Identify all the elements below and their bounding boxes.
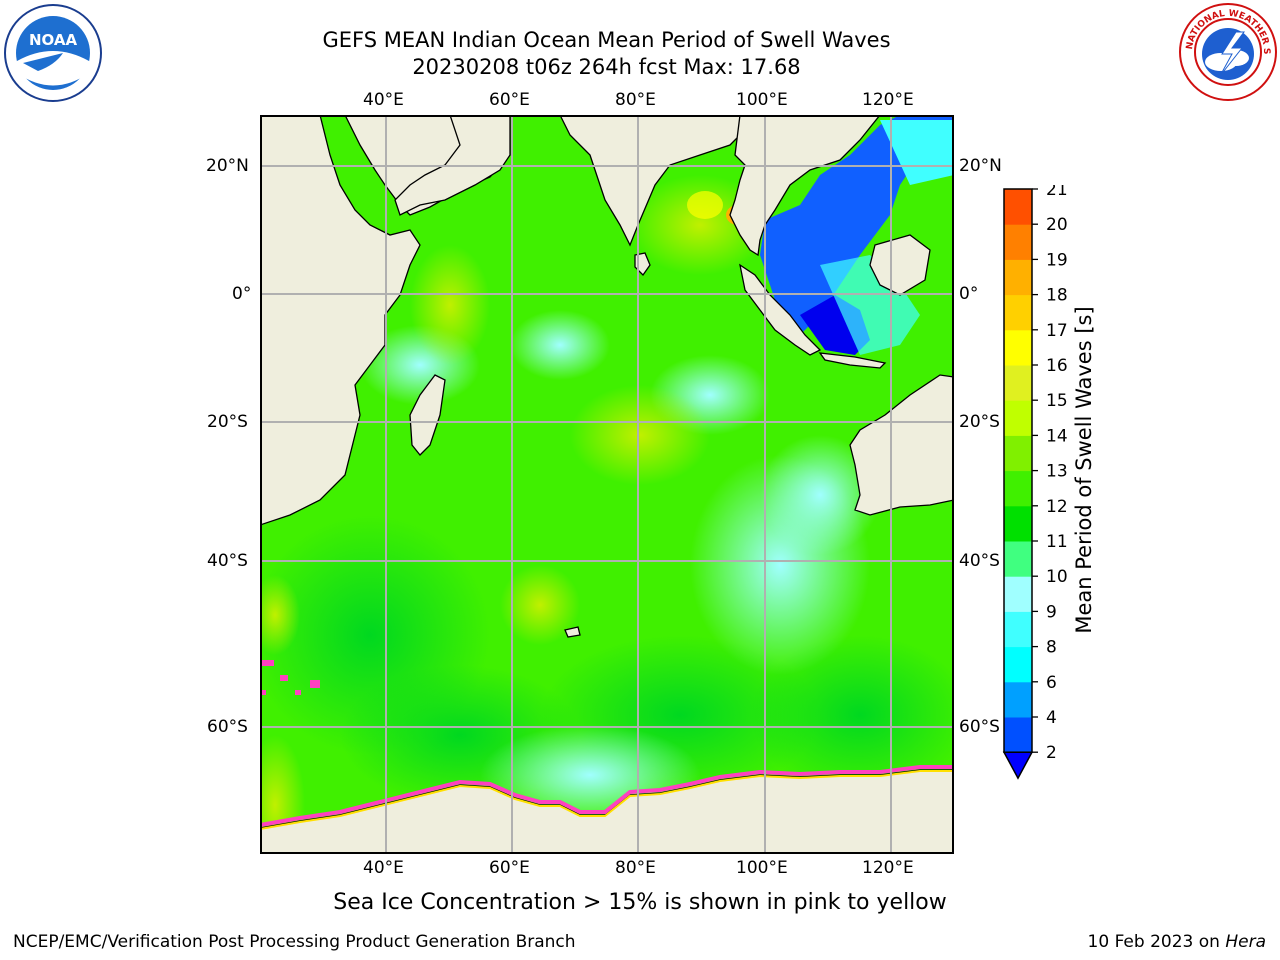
colorbar-segment — [1004, 541, 1032, 577]
lon-bottom-60e: 60°E — [489, 858, 530, 878]
map-subtitle: 20230208 t06z 264h fcst Max: 17.68 — [412, 55, 801, 79]
lon-bottom-80e: 80°E — [615, 858, 656, 878]
colorbar-label-text: Mean Period of Swell Waves [s] — [1072, 306, 1096, 634]
nws-logo: NATIONAL WEATHER SERVICE — [1175, 0, 1278, 102]
colorbar-segment — [1004, 646, 1032, 683]
colorbar-tick-label: 17 — [1046, 321, 1068, 341]
lat-left-40s: 40°S — [207, 551, 248, 571]
colorbar-segment — [1004, 681, 1032, 718]
colorbar-segment — [1004, 576, 1032, 612]
lon-top-120e: 120°E — [862, 90, 914, 110]
lat-left-20s: 20°S — [207, 412, 248, 432]
colorbar-segment — [1004, 611, 1032, 648]
lon-top-60e: 60°E — [489, 90, 530, 110]
map-panel — [245, 114, 970, 875]
lon-bottom-40e: 40°E — [363, 858, 404, 878]
colorbar-tick-label: 21 — [1046, 185, 1068, 200]
colorbar-segment — [1004, 717, 1032, 753]
colorbar-under-arrow — [1002, 751, 1034, 780]
noaa-logo-text: NOAA — [29, 31, 78, 49]
swell-field — [245, 175, 970, 875]
colorbar-tick-label: 19 — [1046, 250, 1068, 270]
footer-date-text: 10 Feb 2023 on — [1087, 932, 1226, 952]
sea-ice-edge — [259, 660, 954, 830]
colorbar-tick-label: 12 — [1046, 497, 1068, 517]
sea-ice-note: Sea Ice Concentration > 15% is shown in … — [333, 890, 947, 915]
colorbar-segment — [1004, 329, 1032, 366]
map-title: GEFS MEAN Indian Ocean Mean Period of Sw… — [322, 28, 891, 52]
lat-right-0: 0° — [959, 284, 979, 304]
colorbar-tick-label: 9 — [1046, 602, 1057, 622]
colorbar-segment — [1004, 224, 1032, 260]
lat-left-0: 0° — [232, 284, 252, 304]
colorbar-tick-label: 6 — [1046, 673, 1057, 693]
colorbar-tick-label: 10 — [1046, 567, 1068, 587]
lat-right-40s: 40°S — [959, 551, 1000, 571]
colorbar-tick-label: 8 — [1046, 638, 1057, 658]
lat-left-20n: 20°N — [206, 156, 249, 176]
colorbar-segment — [1004, 294, 1032, 331]
colorbar-tick-label: 13 — [1046, 462, 1068, 482]
footer-date: 10 Feb 2023 on Hera — [1088, 932, 1266, 952]
colorbar-segment — [1004, 505, 1032, 542]
colorbar-tick-label: 16 — [1046, 356, 1068, 376]
colorbar-segment — [1004, 400, 1032, 436]
graticule — [260, 115, 954, 854]
colorbar-segment — [1004, 365, 1032, 401]
colorbar-tick-label: 2 — [1046, 743, 1057, 763]
lon-top-40e: 40°E — [363, 90, 404, 110]
colorbar-label: Mean Period of Swell Waves [s] — [1072, 306, 1096, 633]
land — [259, 114, 955, 855]
colorbar-segment — [1004, 259, 1032, 296]
footer-host: Hera — [1225, 932, 1266, 952]
lon-top-100e: 100°E — [736, 90, 788, 110]
lon-bottom-100e: 100°E — [736, 858, 788, 878]
lon-bottom-120e: 120°E — [862, 858, 914, 878]
lat-right-20n: 20°N — [959, 156, 1002, 176]
colorbar-tick-label: 18 — [1046, 286, 1068, 306]
colorbar-segment — [1004, 189, 1032, 225]
colorbar-tick-label: 14 — [1046, 426, 1068, 446]
colorbar-segment — [1004, 470, 1032, 507]
footer-credit: NCEP/EMC/Verification Post Processing Pr… — [13, 932, 576, 952]
lat-right-20s: 20°S — [959, 412, 1000, 432]
lon-top-80e: 80°E — [615, 90, 656, 110]
lat-right-60s: 60°S — [959, 717, 1000, 737]
colorbar-tick-label: 20 — [1046, 215, 1068, 235]
noaa-logo: NOAA — [3, 3, 103, 103]
colorbar: 21 20 19 18 17 16 15 14 13 12 11 10 9 8 6 4 2 — [1000, 180, 1090, 785]
colorbar-segment — [1004, 435, 1032, 472]
colorbar-tick-label: 11 — [1046, 532, 1068, 552]
colorbar-tick-label: 15 — [1046, 391, 1068, 411]
lat-left-60s: 60°S — [207, 717, 248, 737]
colorbar-tick-label: 4 — [1046, 708, 1057, 728]
